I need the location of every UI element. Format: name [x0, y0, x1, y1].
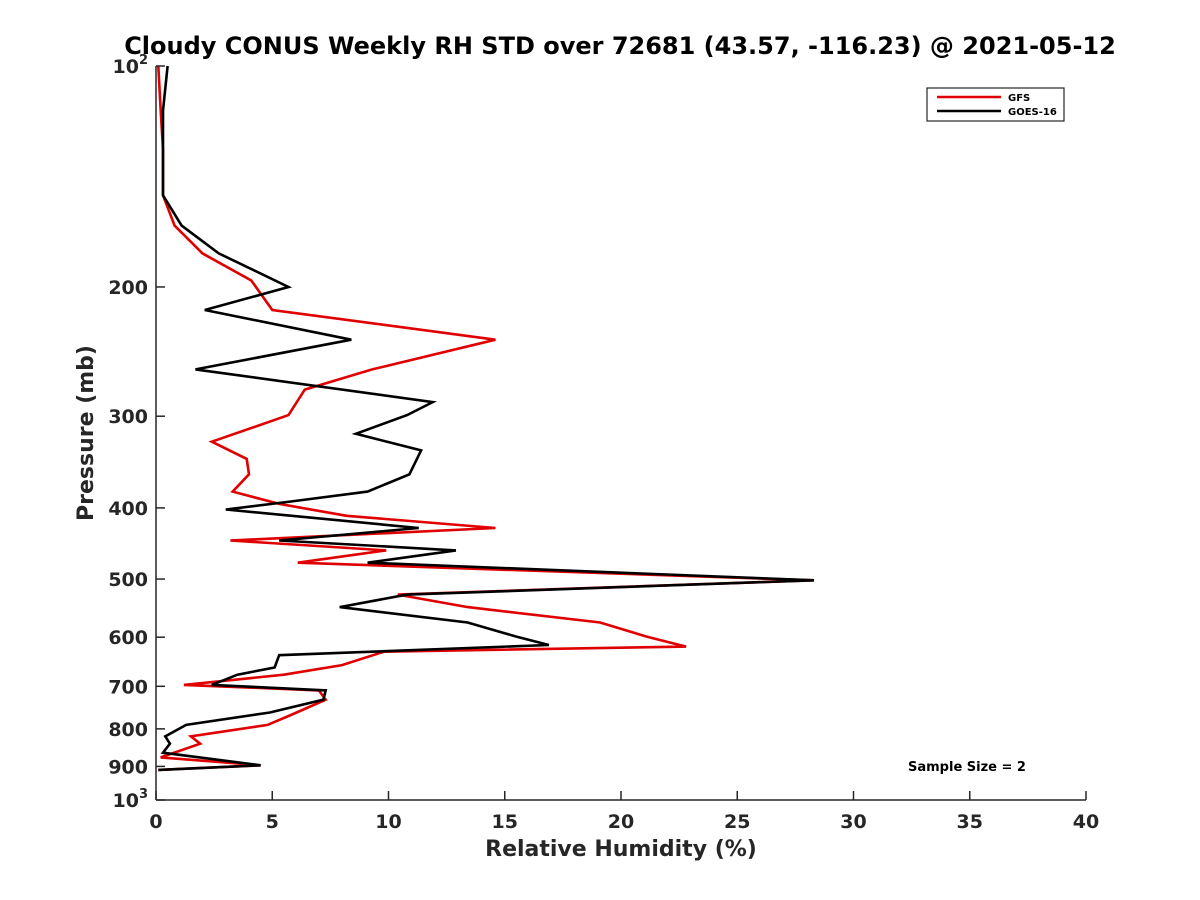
- y-tick-label: 800: [108, 719, 148, 741]
- x-tick-label: 20: [608, 811, 634, 833]
- series-line-gfs: [157, 65, 815, 772]
- sample-size-annotation: Sample Size = 2: [908, 760, 1026, 775]
- y-tick-label: 200: [108, 277, 148, 299]
- y-tick-label: 300: [108, 406, 148, 428]
- legend-box: [926, 87, 1065, 122]
- x-tick-label: 40: [1073, 811, 1099, 833]
- y-tick-label: 600: [108, 627, 148, 649]
- y-tick-label: 103: [113, 787, 149, 812]
- series-layer: [157, 65, 815, 772]
- x-tick-label: 30: [840, 811, 866, 833]
- y-tick-label: 700: [108, 676, 148, 698]
- x-tick-label: 0: [149, 811, 162, 833]
- x-tick-label: 15: [492, 811, 518, 833]
- y-tick-label: 102: [113, 53, 149, 78]
- y-tick-label: 900: [108, 756, 148, 778]
- chart-title: Cloudy CONUS Weekly RH STD over 72681 (4…: [124, 32, 1116, 60]
- legend: GFS GOES-16: [926, 87, 1065, 122]
- legend-label-goes-16: GOES-16: [1008, 107, 1057, 118]
- x-ticks: 0 5 10 15 20 25 30 35 40: [149, 791, 1099, 833]
- y-tick-label: 400: [108, 498, 148, 520]
- y-tick-label: 500: [108, 569, 148, 591]
- y-axis-label: Pressure (mb): [74, 345, 99, 521]
- x-tick-label: 25: [724, 811, 750, 833]
- series-line-goes-16: [158, 65, 815, 772]
- x-tick-label: 35: [957, 811, 983, 833]
- x-tick-label: 5: [266, 811, 279, 833]
- x-axis-label: Relative Humidity (%): [485, 837, 757, 862]
- y-ticks: 102 200 300 400 500 600 700 800 900 103: [108, 53, 165, 812]
- x-tick-label: 10: [375, 811, 401, 833]
- legend-label-gfs: GFS: [1008, 93, 1030, 104]
